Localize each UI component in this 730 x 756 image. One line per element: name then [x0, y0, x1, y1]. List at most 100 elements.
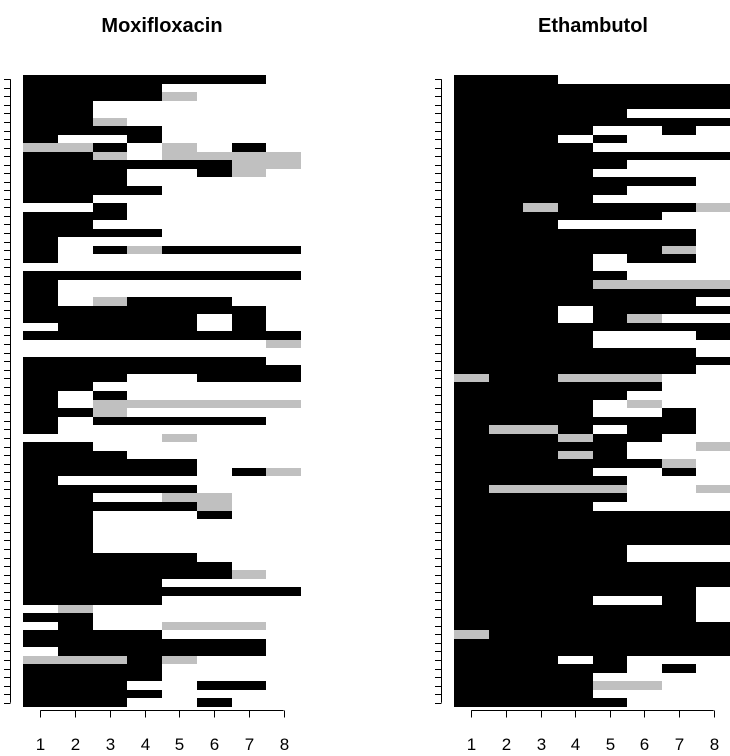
heatmap-cell	[489, 314, 523, 323]
heatmap-cell	[523, 340, 558, 348]
heatmap-cell	[58, 331, 93, 340]
heatmap-cell	[627, 681, 662, 690]
heatmap-cell	[489, 186, 523, 195]
heatmap-cell	[593, 493, 627, 502]
heatmap-cell	[489, 143, 523, 152]
heatmap-cell	[489, 220, 523, 229]
heatmap-cell	[93, 84, 127, 92]
heatmap-cell	[93, 485, 127, 493]
heatmap-cell	[558, 519, 593, 528]
heatmap-cell	[93, 177, 127, 186]
heatmap-cell	[93, 664, 127, 673]
heatmap-cell	[23, 75, 58, 84]
heatmap-cell	[197, 493, 232, 502]
x-tick-label: 5	[175, 735, 184, 754]
heatmap-cell	[197, 562, 232, 570]
heatmap-cell	[593, 109, 627, 118]
heatmap-cell	[127, 459, 162, 468]
heatmap-cell	[627, 613, 662, 622]
heatmap-cell	[23, 169, 58, 177]
heatmap-cell	[662, 254, 696, 263]
heatmap-cell	[23, 400, 58, 408]
heatmap-cell	[23, 280, 58, 289]
heatmap-cell	[197, 647, 232, 656]
heatmap-cell	[627, 511, 662, 519]
heatmap-cell	[489, 579, 523, 587]
heatmap-cell	[593, 348, 627, 357]
heatmap-cell	[197, 622, 232, 630]
heatmap-cell	[58, 673, 93, 681]
heatmap-cell	[162, 400, 197, 408]
heatmap-cell	[523, 135, 558, 143]
heatmap-cell	[58, 511, 93, 519]
heatmap-cell	[627, 536, 662, 545]
heatmap-cell	[558, 152, 593, 160]
heatmap-cell	[162, 314, 197, 323]
heatmap-cell	[232, 647, 266, 656]
heatmap-cell	[454, 195, 489, 203]
heatmap-cell	[696, 622, 730, 630]
heatmap-cell	[558, 545, 593, 553]
heatmap-cell	[696, 485, 730, 493]
heatmap-cell	[162, 92, 197, 101]
heatmap-cell	[558, 331, 593, 340]
heatmap-cell	[93, 400, 127, 408]
heatmap-cell	[489, 75, 523, 84]
heatmap-cell	[454, 656, 489, 664]
heatmap-cell	[523, 528, 558, 536]
heatmap-cell	[127, 468, 162, 476]
heatmap-cell	[197, 400, 232, 408]
heatmap-cell	[23, 306, 58, 314]
heatmap-cell	[662, 92, 696, 101]
heatmap-cell	[523, 562, 558, 570]
heatmap-cell	[127, 331, 162, 340]
heatmap-cell	[523, 323, 558, 331]
heatmap-cell	[523, 348, 558, 357]
heatmap-cell	[593, 647, 627, 656]
heatmap-cell	[58, 186, 93, 195]
heatmap-cell	[662, 417, 696, 425]
heatmap-cell	[523, 622, 558, 630]
heatmap-cell	[23, 391, 58, 400]
heatmap-cell	[662, 101, 696, 109]
heatmap-cell	[489, 459, 523, 468]
heatmap-cell	[523, 212, 558, 220]
heatmap-cell	[23, 570, 58, 579]
heatmap-cell	[593, 186, 627, 195]
heatmap-cell	[58, 152, 93, 160]
heatmap-cell	[558, 502, 593, 511]
heatmap-cell	[593, 451, 627, 459]
heatmap-cell	[662, 297, 696, 306]
heatmap-cell	[558, 664, 593, 673]
heatmap-cell	[93, 143, 127, 152]
heatmap-cell	[93, 323, 127, 331]
heatmap-cell	[127, 126, 162, 135]
heatmap-cell	[162, 562, 197, 570]
x-tick-label: 1	[36, 735, 45, 754]
heatmap-cell	[266, 468, 301, 476]
heatmap-cell	[58, 374, 93, 382]
heatmap-cell	[454, 135, 489, 143]
heatmap-cell	[23, 553, 58, 562]
heatmap-cell	[593, 152, 627, 160]
x-tick-label: 3	[106, 735, 115, 754]
heatmap-cell	[454, 229, 489, 237]
heatmap-cell	[93, 570, 127, 579]
heatmap-cell	[593, 323, 627, 331]
heatmap-cell	[23, 143, 58, 152]
heatmap-cell	[593, 528, 627, 536]
heatmap-cell	[93, 468, 127, 476]
heatmap-cell	[23, 135, 58, 143]
heatmap-cell	[489, 434, 523, 442]
heatmap-cell	[593, 587, 627, 596]
heatmap-cell	[23, 502, 58, 511]
heatmap-cell	[593, 84, 627, 92]
heatmap-cell	[696, 519, 730, 528]
heatmap-cell	[593, 212, 627, 220]
heatmap-cell	[58, 613, 93, 622]
heatmap-cell	[523, 639, 558, 647]
heatmap-cell	[23, 365, 58, 374]
heatmap-cell	[558, 468, 593, 476]
heatmap-cell	[593, 297, 627, 306]
heatmap-cell	[127, 570, 162, 579]
